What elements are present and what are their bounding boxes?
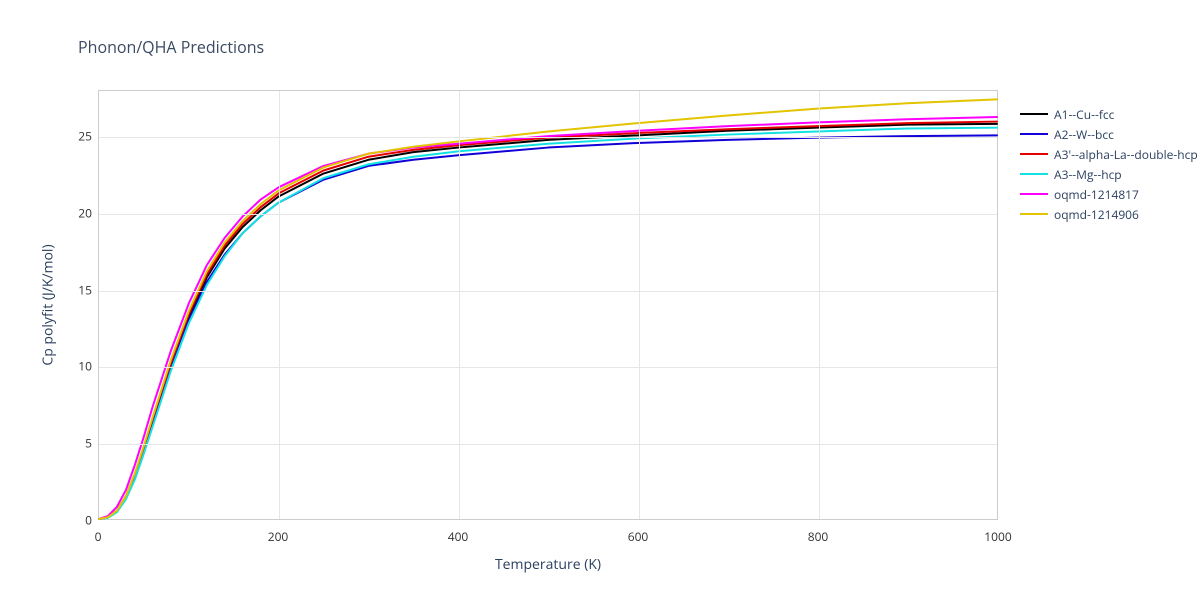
legend-item[interactable]: A1--Cu--fcc [1020,104,1198,124]
series-line[interactable] [99,124,997,519]
grid-line-vertical [639,91,640,519]
grid-line-horizontal [99,214,997,215]
legend-label: A3--Mg--hcp [1054,166,1122,183]
grid-line-vertical [279,91,280,519]
y-axis-label: Cp polyfit (J/K/mol) [39,244,58,365]
legend-swatch [1020,133,1048,135]
legend-label: A3'--alpha-La--double-hcp [1054,146,1198,163]
legend-swatch [1020,173,1048,175]
legend-swatch [1020,213,1048,215]
y-tick-label: 25 [68,128,92,145]
chart-lines [99,91,997,519]
legend-swatch [1020,153,1048,155]
series-line[interactable] [99,117,997,519]
grid-line-vertical [819,91,820,519]
series-line[interactable] [99,128,997,519]
series-line[interactable] [99,122,997,519]
chart-legend: A1--Cu--fcc A2--W--bcc A3'--alpha-La--doub… [1020,104,1198,224]
grid-line-vertical [459,91,460,519]
x-tick-label: 0 [95,528,102,545]
x-tick-label: 800 [808,528,829,545]
legend-label: oqmd-1214906 [1054,206,1139,223]
legend-item[interactable]: oqmd-1214817 [1020,184,1198,204]
x-tick-label: 400 [448,528,469,545]
x-tick-label: 200 [268,528,289,545]
y-tick-label: 5 [68,435,92,452]
series-line[interactable] [99,135,997,519]
chart-title: Phonon/QHA Predictions [78,36,264,58]
legend-swatch [1020,113,1048,115]
grid-line-horizontal [99,367,997,368]
y-tick-label: 10 [68,358,92,375]
x-tick-label: 600 [628,528,649,545]
x-tick-label: 1000 [984,528,1011,545]
legend-label: A1--Cu--fcc [1054,106,1114,123]
y-tick-label: 20 [68,204,92,221]
legend-item[interactable]: A3'--alpha-La--double-hcp [1020,144,1198,164]
series-line[interactable] [99,99,997,519]
x-axis-label: Temperature (K) [495,555,601,574]
y-tick-label: 15 [68,281,92,298]
legend-label: A2--W--bcc [1054,126,1114,143]
grid-line-horizontal [99,291,997,292]
legend-item[interactable]: A3--Mg--hcp [1020,164,1198,184]
grid-line-horizontal [99,444,997,445]
chart-plot-area[interactable] [98,90,998,520]
y-tick-label: 0 [68,512,92,529]
legend-item[interactable]: A2--W--bcc [1020,124,1198,144]
legend-item[interactable]: oqmd-1214906 [1020,204,1198,224]
legend-swatch [1020,193,1048,195]
grid-line-horizontal [99,137,997,138]
legend-label: oqmd-1214817 [1054,186,1139,203]
